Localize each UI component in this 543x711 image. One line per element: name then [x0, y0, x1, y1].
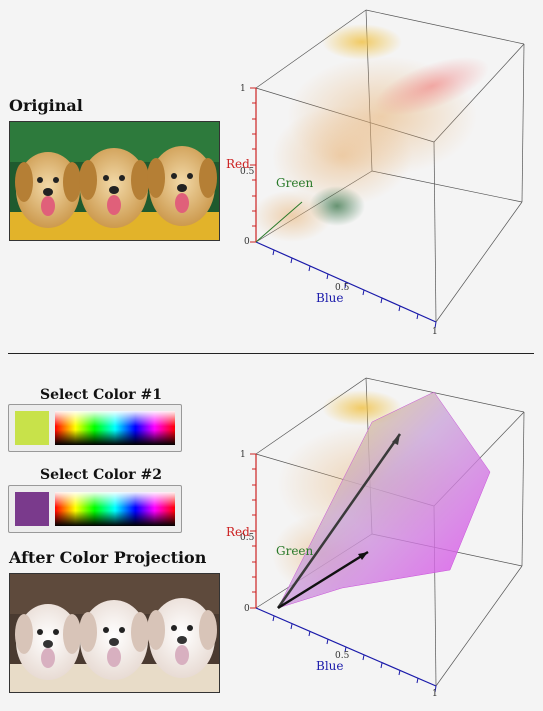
origin-tick: 0	[244, 604, 250, 614]
color-spectrum-2[interactable]	[55, 492, 175, 526]
blue-tick-half: 0.5	[335, 283, 350, 293]
green-axis-label: Green	[276, 544, 314, 558]
select-color-1-label: Select Color #1	[40, 387, 162, 403]
red-axis-label: Red	[226, 525, 250, 539]
blue-tick-half: 0.5	[335, 651, 350, 661]
red-tick-1: 1	[240, 450, 246, 460]
blue-axis-label: Blue	[316, 291, 344, 305]
blue-tick-1: 1	[432, 689, 438, 699]
color-spectrum-1[interactable]	[55, 411, 175, 445]
color-swatch-1[interactable]	[15, 411, 49, 445]
origin-tick: 0	[244, 237, 250, 247]
color-picker-1[interactable]	[8, 404, 182, 452]
projected-photo	[9, 573, 220, 693]
rgb-scatter-plot-projection[interactable]: 1 0.5 0 0.5 1 Red Green Blue	[222, 374, 542, 708]
after-projection-heading: After Color Projection	[9, 548, 207, 567]
color-swatch-2[interactable]	[15, 492, 49, 526]
red-axis-label: Red	[226, 157, 250, 171]
original-photo	[9, 121, 220, 241]
rgb-scatter-plot-original[interactable]: 1 0.5 0 0.5 1 Red Green Blue	[222, 6, 542, 348]
red-tick-half: 0.5	[240, 533, 255, 543]
section-divider	[8, 353, 534, 354]
green-axis-label: Green	[276, 176, 314, 190]
red-tick-1: 1	[240, 84, 246, 94]
blue-tick-1: 1	[432, 327, 438, 337]
red-tick-half: 0.5	[240, 167, 255, 177]
select-color-2-label: Select Color #2	[40, 467, 162, 483]
blue-axis-label: Blue	[316, 659, 344, 673]
original-heading: Original	[9, 96, 83, 115]
color-picker-2[interactable]	[8, 485, 182, 533]
